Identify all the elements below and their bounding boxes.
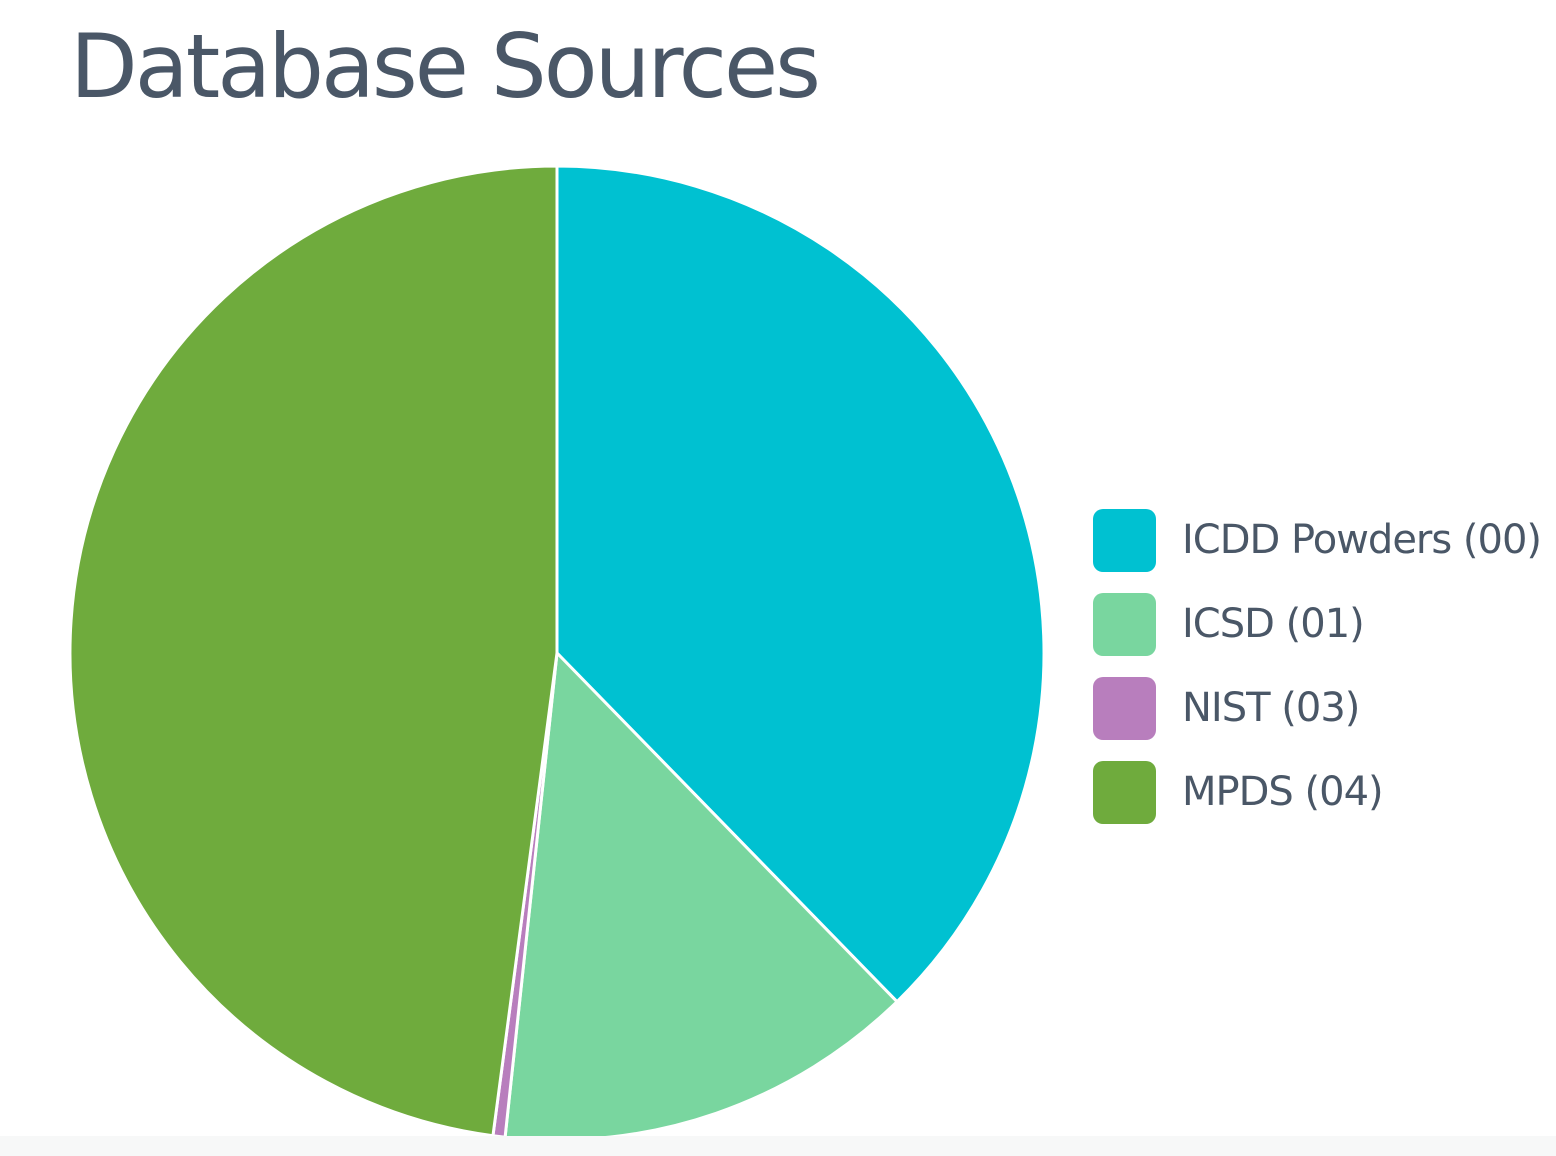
- legend-label: MPDS (04): [1182, 769, 1384, 815]
- legend-label: ICDD Powders (00): [1182, 517, 1542, 563]
- chart-title: Database Sources: [70, 15, 821, 118]
- legend-item-icdd-powders-00[interactable]: ICDD Powders (00): [1093, 508, 1542, 572]
- pie-slice-mpds-04[interactable]: [68, 164, 559, 1138]
- legend-label: ICSD (01): [1182, 601, 1365, 647]
- pie-slice-icdd-powders-00[interactable]: [555, 164, 1046, 1004]
- pie-slices: [68, 164, 1046, 1142]
- legend-item-mpds-04[interactable]: MPDS (04): [1093, 760, 1541, 824]
- legend-item-nist-03[interactable]: NIST (03): [1093, 676, 1541, 740]
- legend-swatch: [1093, 508, 1156, 572]
- bottom-band: [0, 1136, 1556, 1156]
- legend-label: NIST (03): [1182, 685, 1360, 731]
- chart-legend: ICDD Powders (00) ICSD (01) NIST (03) MPDS …: [1093, 508, 1542, 844]
- legend-item-icsd-01[interactable]: ICSD (01): [1093, 592, 1541, 656]
- legend-swatch: [1093, 592, 1156, 656]
- legend-swatch: [1093, 760, 1156, 824]
- legend-swatch: [1093, 676, 1156, 740]
